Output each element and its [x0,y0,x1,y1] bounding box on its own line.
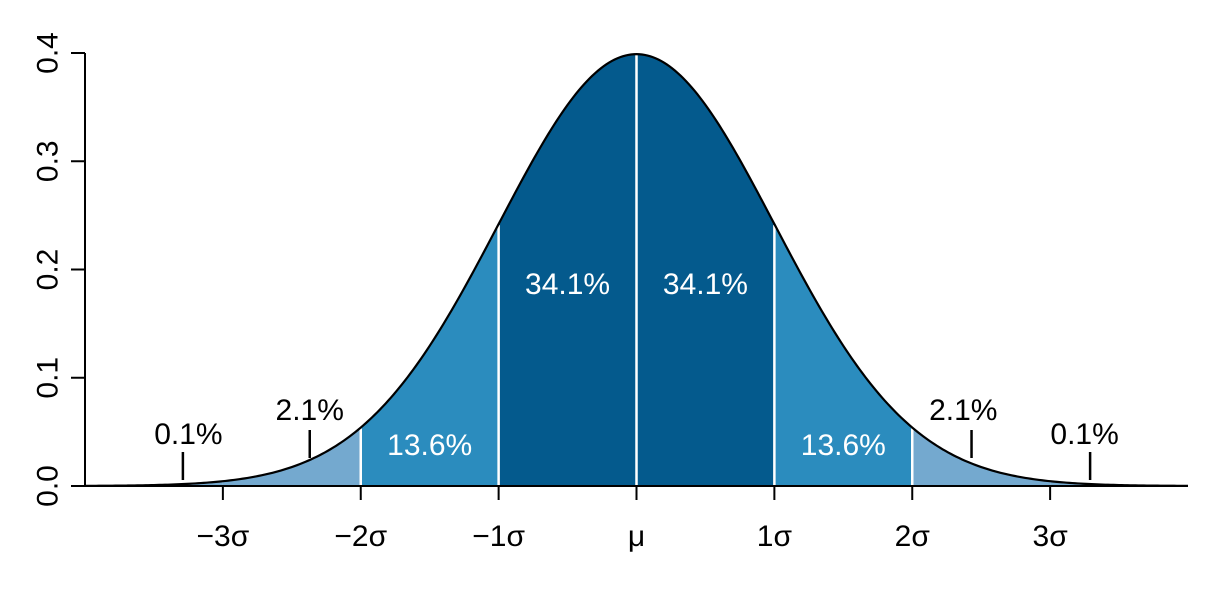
band-label: 13.6% [387,429,472,462]
band-label: 34.1% [525,268,610,301]
x-tick-label: 3σ [1033,520,1069,553]
band-label: 2.1% [276,394,344,427]
y-tick-label: 0.4 [32,32,65,74]
y-tick-label: 0.0 [32,465,65,507]
y-tick-label: 0.2 [32,249,65,291]
y-tick-label: 0.3 [32,140,65,182]
band-label: 0.1% [1050,418,1118,451]
y-tick-label: 0.1 [32,357,65,399]
band-label: 13.6% [801,429,886,462]
x-tick-label: 1σ [757,520,793,553]
x-tick-label: μ [628,520,645,553]
band-fill-4 [223,428,361,486]
x-tick-label: −3σ [197,520,250,553]
band-label: 34.1% [663,268,748,301]
x-tick-label: −2σ [334,520,387,553]
x-tick-label: −1σ [472,520,525,553]
x-tick-label: 2σ [895,520,931,553]
band-fill-5 [912,428,1050,486]
band-label: 0.1% [154,418,222,451]
band-label: 2.1% [929,394,997,427]
